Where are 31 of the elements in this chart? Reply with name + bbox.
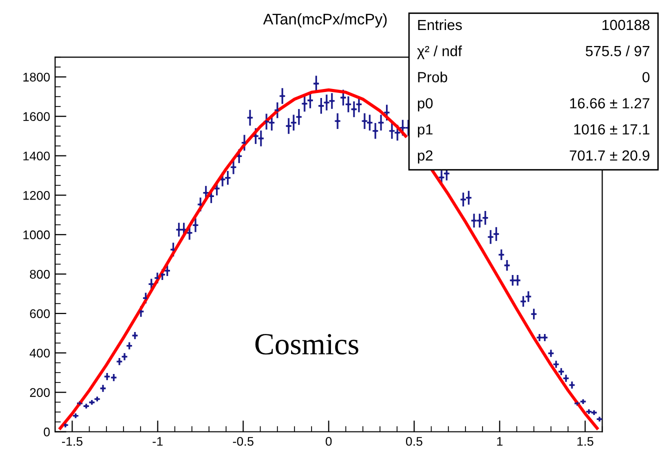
x-tick-label: 0.5: [406, 436, 422, 446]
y-tick-label: 800: [30, 270, 50, 279]
x-tick-label: -1.5: [62, 437, 82, 446]
x-tick-label: 1.5: [577, 437, 594, 446]
y-tick-label: 0: [44, 428, 50, 436]
x-tick-label: -0.5: [232, 436, 254, 446]
annotation: 16.66 ± 1.27: [570, 98, 650, 108]
y-tick-label: 1000: [23, 230, 50, 240]
x-tick-label: 1: [497, 437, 503, 446]
annotation: p1: [418, 124, 432, 138]
annotation: p2: [418, 150, 432, 164]
x-tick-label: 0: [326, 436, 332, 446]
annotation: p0: [418, 98, 433, 112]
annotation: Prob: [418, 72, 448, 82]
y-tick-label: 400: [30, 348, 50, 358]
x-tick-label: -1: [152, 437, 163, 446]
annotation: Cosmics: [255, 334, 358, 355]
text: Entries: [418, 19, 462, 30]
chart-title: ATan(mcPx/mcPy): [263, 13, 387, 28]
text: 575.5 / 97: [586, 46, 650, 56]
y-tick-label: 1600: [23, 112, 50, 121]
annotation: 701.7 ± 20.9: [570, 150, 650, 161]
y-tick-label: 1200: [23, 190, 50, 200]
y-tick-label: 1400: [23, 152, 50, 160]
text: 100188: [602, 20, 650, 30]
text: 0: [642, 72, 650, 82]
y-tick-label: 200: [30, 388, 50, 397]
annotation: χ² / ndf: [417, 46, 462, 60]
annotation: 1016 ± 17.1: [574, 124, 650, 135]
y-tick-label: 600: [30, 309, 50, 318]
y-tick-label: 1800: [23, 72, 50, 82]
